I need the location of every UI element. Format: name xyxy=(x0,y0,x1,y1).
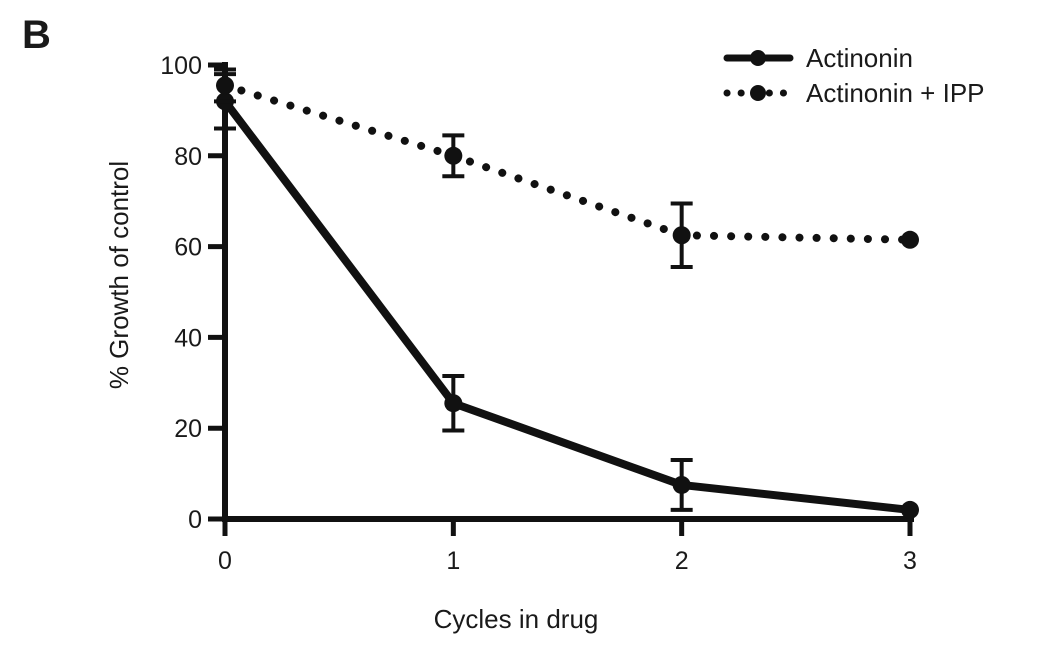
legend-label-actinonin: Actinonin xyxy=(806,43,913,73)
series-layer xyxy=(214,67,919,519)
x-tick-label: 1 xyxy=(446,547,460,575)
x-ticks: 0 1 2 3 xyxy=(218,519,917,575)
x-tick-label: 2 xyxy=(675,547,689,575)
legend-item-actinonin: Actinonin xyxy=(723,43,913,73)
series-1 xyxy=(214,67,919,270)
y-axis-title: % Growth of control xyxy=(104,161,134,389)
series-line xyxy=(221,97,914,514)
legend-item-actinonin-ipp: Actinonin + IPP xyxy=(723,78,985,108)
x-tick-label: 3 xyxy=(903,547,917,575)
x-tick-label: 0 xyxy=(218,547,232,575)
legend-marker-actinonin xyxy=(750,50,766,66)
axes xyxy=(222,62,914,522)
series-line xyxy=(221,81,914,244)
y-tick-label: 0 xyxy=(188,506,202,534)
data-point xyxy=(444,146,463,165)
y-ticks: 0 20 40 60 80 100 xyxy=(160,52,225,534)
y-tick-label: 40 xyxy=(174,324,202,352)
y-tick-label: 80 xyxy=(174,143,202,171)
data-point xyxy=(901,230,919,249)
panel-label: B xyxy=(22,13,51,57)
legend-label-actinonin-ipp: Actinonin + IPP xyxy=(806,78,985,108)
legend: Actinonin Actinonin + IPP xyxy=(723,43,985,108)
x-axis-title: Cycles in drug xyxy=(434,604,599,634)
y-tick-label: 20 xyxy=(174,415,202,443)
y-tick-label: 60 xyxy=(174,234,202,262)
data-point xyxy=(672,226,691,245)
data-point xyxy=(672,475,691,494)
data-point xyxy=(444,394,463,413)
data-point xyxy=(901,500,919,519)
legend-marker-actinonin-ipp xyxy=(750,85,766,101)
series-0 xyxy=(214,72,919,519)
data-point xyxy=(216,76,234,95)
y-tick-label: 100 xyxy=(160,52,202,80)
